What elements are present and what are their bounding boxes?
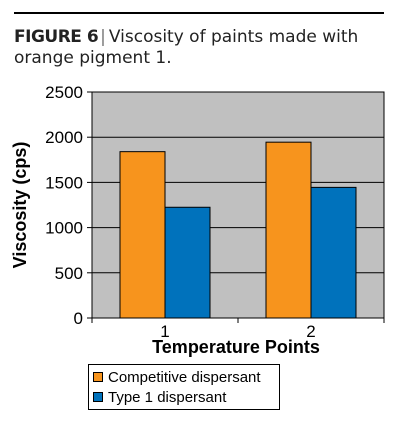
y-tick-label: 1000 [45, 219, 83, 238]
legend: Competitive dispersant Type 1 dispersant [88, 364, 280, 410]
bar-competitive-2 [265, 141, 312, 319]
axes [87, 91, 385, 323]
y-tick-label: 0 [74, 309, 83, 328]
bar-competitive-1 [119, 151, 166, 319]
bar-type1-2 [310, 186, 357, 319]
y-tick-label: 2000 [45, 128, 83, 147]
top-rule [14, 12, 384, 14]
y-tick-label: 500 [55, 264, 83, 283]
legend-swatch-competitive [93, 372, 103, 382]
caption-separator: | [100, 27, 106, 47]
legend-label-type1: Type 1 dispersant [108, 388, 227, 406]
figure-number: FIGURE 6 [14, 27, 99, 47]
x-tick-label: 1 [160, 322, 169, 341]
legend-swatch-type1 [93, 392, 103, 402]
y-tick-label: 2500 [45, 83, 83, 102]
x-axis-label: Temperature Points [152, 337, 320, 357]
tick-labels: 0 500 1000 1500 2000 2500 1 2 [45, 83, 316, 341]
legend-item-competitive: Competitive dispersant [93, 367, 261, 387]
figure-caption: FIGURE 6 | Viscosity of paints made with o… [14, 27, 389, 69]
legend-label-competitive: Competitive dispersant [108, 368, 261, 386]
x-tick-label: 2 [306, 322, 315, 341]
bar-type1-1 [164, 206, 211, 319]
y-tick-label: 1500 [45, 173, 83, 192]
legend-item-type1: Type 1 dispersant [93, 387, 226, 407]
caption-text: Viscosity of paints made with orange pig… [14, 27, 359, 68]
bars [119, 141, 357, 319]
y-axis-label: Viscosity (cps) [10, 142, 30, 269]
